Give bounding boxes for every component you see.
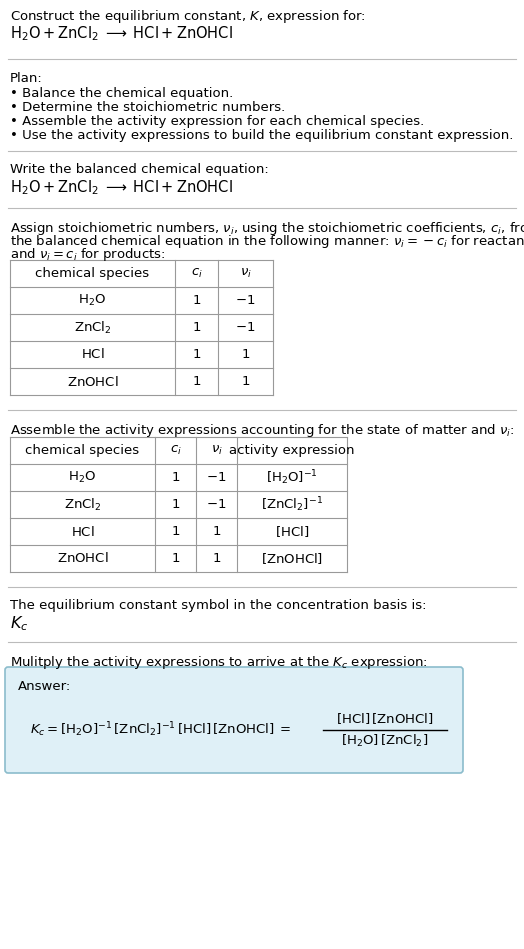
Text: • Use the activity expressions to build the equilibrium constant expression.: • Use the activity expressions to build … (10, 129, 514, 142)
Text: 1: 1 (171, 471, 180, 484)
Text: Write the balanced chemical equation:: Write the balanced chemical equation: (10, 163, 269, 176)
Text: 1: 1 (192, 294, 201, 307)
Text: The equilibrium constant symbol in the concentration basis is:: The equilibrium constant symbol in the c… (10, 599, 427, 612)
Text: $\mathrm{HCl}$: $\mathrm{HCl}$ (81, 347, 104, 362)
Text: activity expression: activity expression (230, 444, 355, 457)
Text: Plan:: Plan: (10, 72, 43, 85)
Text: $[\mathrm{H_2O}]^{-1}$: $[\mathrm{H_2O}]^{-1}$ (266, 468, 318, 487)
Text: 1: 1 (192, 321, 201, 334)
FancyBboxPatch shape (5, 667, 463, 773)
Text: $\mathrm{ZnCl_2}$: $\mathrm{ZnCl_2}$ (64, 496, 101, 512)
Text: $-1$: $-1$ (235, 321, 256, 334)
Text: $[\mathrm{ZnOHCl}]$: $[\mathrm{ZnOHCl}]$ (261, 551, 323, 566)
Text: 1: 1 (171, 552, 180, 565)
Text: $\mathrm{HCl}$: $\mathrm{HCl}$ (71, 525, 94, 538)
Text: $\mathrm{H_2O + ZnCl_2 \;\longrightarrow\; HCl + ZnOHCl}$: $\mathrm{H_2O + ZnCl_2 \;\longrightarrow… (10, 178, 233, 196)
Text: $\mathrm{H_2O}$: $\mathrm{H_2O}$ (69, 470, 96, 485)
Text: 1: 1 (171, 498, 180, 511)
Text: $[\mathrm{H_2O}]\,[\mathrm{ZnCl_2}]$: $[\mathrm{H_2O}]\,[\mathrm{ZnCl_2}]$ (341, 733, 429, 749)
Text: $[\mathrm{HCl}]\,[\mathrm{ZnOHCl}]$: $[\mathrm{HCl}]\,[\mathrm{ZnOHCl}]$ (336, 712, 434, 727)
Text: Assemble the activity expressions accounting for the state of matter and $\nu_i$: Assemble the activity expressions accoun… (10, 422, 515, 439)
Text: 1: 1 (171, 525, 180, 538)
Text: $\mathrm{ZnOHCl}$: $\mathrm{ZnOHCl}$ (57, 551, 108, 566)
Text: chemical species: chemical species (26, 444, 139, 457)
Text: $\nu_i$: $\nu_i$ (239, 267, 252, 280)
Text: • Assemble the activity expression for each chemical species.: • Assemble the activity expression for e… (10, 115, 424, 128)
Text: $[\mathrm{ZnCl_2}]^{-1}$: $[\mathrm{ZnCl_2}]^{-1}$ (261, 495, 323, 513)
Text: Construct the equilibrium constant, $K$, expression for:: Construct the equilibrium constant, $K$,… (10, 8, 366, 25)
Text: 1: 1 (192, 348, 201, 361)
Text: and $\nu_i = c_i$ for products:: and $\nu_i = c_i$ for products: (10, 246, 166, 263)
Text: 1: 1 (192, 375, 201, 388)
Text: $-1$: $-1$ (235, 294, 256, 307)
Text: $[\mathrm{HCl}]$: $[\mathrm{HCl}]$ (275, 524, 309, 539)
Text: • Determine the stoichiometric numbers.: • Determine the stoichiometric numbers. (10, 101, 285, 114)
Text: $K_c$: $K_c$ (10, 614, 28, 633)
Text: $\mathrm{ZnOHCl}$: $\mathrm{ZnOHCl}$ (67, 375, 118, 388)
Text: Answer:: Answer: (18, 680, 71, 693)
Text: $\mathrm{ZnCl_2}$: $\mathrm{ZnCl_2}$ (74, 320, 111, 336)
Text: $c_i$: $c_i$ (191, 267, 202, 280)
Text: $1$: $1$ (241, 348, 250, 361)
Text: $\nu_i$: $\nu_i$ (211, 444, 223, 457)
Text: $1$: $1$ (241, 375, 250, 388)
Text: $-1$: $-1$ (206, 471, 227, 484)
Text: the balanced chemical equation in the following manner: $\nu_i = -c_i$ for react: the balanced chemical equation in the fo… (10, 233, 524, 250)
Text: $\mathrm{H_2O + ZnCl_2 \;\longrightarrow\; HCl + ZnOHCl}$: $\mathrm{H_2O + ZnCl_2 \;\longrightarrow… (10, 24, 233, 43)
Text: $c_i$: $c_i$ (170, 444, 181, 457)
Text: $1$: $1$ (212, 525, 221, 538)
Text: $1$: $1$ (212, 552, 221, 565)
Text: $\mathrm{H_2O}$: $\mathrm{H_2O}$ (79, 293, 106, 308)
Text: chemical species: chemical species (36, 267, 149, 280)
Text: $-1$: $-1$ (206, 498, 227, 511)
Text: • Balance the chemical equation.: • Balance the chemical equation. (10, 87, 233, 100)
Text: Assign stoichiometric numbers, $\nu_i$, using the stoichiometric coefficients, $: Assign stoichiometric numbers, $\nu_i$, … (10, 220, 524, 237)
Text: Mulitply the activity expressions to arrive at the $K_c$ expression:: Mulitply the activity expressions to arr… (10, 654, 428, 671)
Text: $K_c = [\mathrm{H_2O}]^{-1}\,[\mathrm{ZnCl_2}]^{-1}\,[\mathrm{HCl}]\,[\mathrm{Zn: $K_c = [\mathrm{H_2O}]^{-1}\,[\mathrm{Zn… (30, 720, 291, 739)
